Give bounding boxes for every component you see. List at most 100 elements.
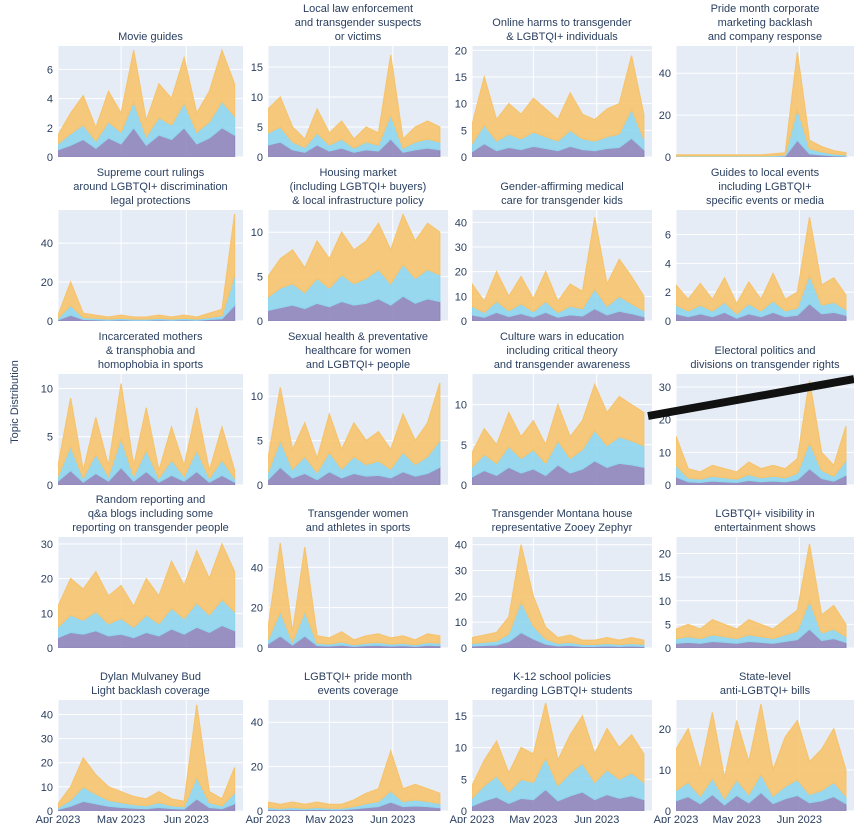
panel: 0 5 10 Incarcerated mothers & transphobia an…: [41, 331, 243, 492]
panel-title: Local law enforcement: [303, 3, 413, 15]
y-tick-label: 10: [251, 391, 263, 403]
areas: [58, 213, 236, 321]
panel: 0 20 40 Supreme court rulings around LGBTQI+…: [41, 167, 243, 328]
panel-title: K-12 school policies: [513, 671, 611, 683]
y-tick-label: 5: [461, 125, 467, 137]
areas: [676, 543, 847, 648]
area: [268, 382, 441, 474]
y-tick-label: 10: [455, 291, 467, 303]
panel: 0 2 4 6 Movie guides: [47, 31, 243, 164]
panel: 0 2 4 6 Guides to local events including LGBT…: [665, 167, 854, 328]
y-tick-label: 15: [455, 711, 467, 723]
area: [58, 542, 236, 629]
panel-title: events coverage: [318, 685, 399, 697]
y-tick-label: 0: [257, 152, 263, 164]
y-tick-label: 0: [461, 480, 467, 492]
area: [58, 704, 236, 809]
x-tick-label: May 2023: [97, 814, 145, 823]
area: [58, 48, 236, 145]
y-tick-label: 0: [257, 643, 263, 655]
panel-title: Electoral politics and: [715, 345, 816, 357]
area: [676, 703, 847, 800]
y-tick-label: 2: [665, 287, 671, 299]
y-tick-label: 10: [659, 596, 671, 608]
y-tick-label: 20: [41, 758, 53, 770]
panel: 0 10 20 Apr 2023 May 2023 Jun 2023 State-level…: [654, 671, 854, 823]
area: [58, 383, 236, 481]
areas: [58, 542, 236, 648]
y-tick-label: 30: [41, 734, 53, 746]
panel: 0 20 40 Apr 2023 May 2023 Jun 2023 LGBTQI+ pri…: [246, 671, 448, 823]
y-tick-label: 30: [455, 242, 467, 254]
panel-title: (including LGBTQI+ buyers): [290, 181, 427, 193]
panel: 0 5 10 15 20 LGBTQI+ visibility in entertainme…: [659, 508, 854, 655]
plot-background: [676, 46, 854, 157]
area: [268, 749, 441, 809]
y-tick-label: 20: [251, 603, 263, 615]
panel-title: & transphobia and: [106, 345, 195, 357]
panel-title: including critical theory: [506, 345, 618, 357]
panel: 0 5 10 15 20 Online harms to transgender & LGB…: [455, 17, 652, 164]
y-tick-label: 4: [665, 258, 671, 270]
y-tick-label: 0: [461, 806, 467, 818]
panel-title: & LGBTQI+ individuals: [506, 31, 618, 43]
panel-title: around LGBTQI+ discrimination: [73, 181, 227, 193]
panel: 0 20 40 Transgender women and athletes in sp…: [251, 508, 448, 655]
areas: [58, 383, 236, 485]
panel-title: Transgender women: [308, 508, 408, 520]
panel-title: & local infrastructure policy: [292, 195, 424, 207]
y-tick-label: 20: [251, 762, 263, 774]
y-tick-label: 0: [47, 643, 53, 655]
panel-title: anti-LGBTQI+ bills: [720, 685, 811, 697]
y-tick-label: 0: [257, 316, 263, 328]
y-tick-label: 10: [41, 608, 53, 620]
plot-background: [58, 210, 243, 321]
area: [472, 703, 645, 800]
y-tick-label: 10: [41, 782, 53, 794]
y-tick-label: 0: [665, 152, 671, 164]
panel-title: divisions on transgender rights: [690, 359, 840, 371]
y-tick-label: 5: [257, 436, 263, 448]
panel-title: regarding LGBTQI+ students: [492, 685, 633, 697]
y-tick-label: 40: [455, 540, 467, 552]
y-tick-label: 40: [251, 562, 263, 574]
panel-title: and LGBTQI+ people: [306, 359, 410, 371]
y-tick-label: 15: [659, 572, 671, 584]
areas: [268, 382, 441, 485]
y-tick-label: 10: [455, 743, 467, 755]
areas: [472, 544, 645, 648]
y-tick-label: 5: [257, 272, 263, 284]
y-tick-label: 10: [659, 765, 671, 777]
y-tick-label: 10: [251, 227, 263, 239]
panel-title: LGBTQI+ visibility in: [715, 508, 814, 520]
panel: 0 20 40 Pride month corporate marketing back…: [659, 3, 854, 164]
panel: 0 5 10 15 Apr 2023 May 2023 Jun 2023 K-12 schoo…: [450, 671, 652, 823]
y-tick-label: 0: [47, 152, 53, 164]
x-tick-label: Apr 2023: [450, 814, 495, 823]
x-tick-label: May 2023: [509, 814, 557, 823]
y-tick-label: 30: [455, 566, 467, 578]
y-tick-label: 0: [47, 480, 53, 492]
x-tick-label: Apr 2023: [654, 814, 699, 823]
x-tick-label: Apr 2023: [36, 814, 81, 823]
areas: [676, 380, 847, 485]
x-tick-label: Jun 2023: [574, 814, 619, 823]
panel: 0 10 20 30 40 Transgender Montana house repres…: [455, 508, 652, 655]
area: [58, 213, 236, 320]
areas: [472, 55, 645, 157]
panel-title: Dylan Mulvaney Bud: [100, 671, 201, 683]
areas: [472, 382, 645, 485]
y-tick-label: 20: [41, 277, 53, 289]
panel-title: LGBTQI+ pride month: [304, 671, 412, 683]
y-tick-label: 20: [455, 45, 467, 57]
y-tick-label: 40: [41, 238, 53, 250]
x-tick-label: Jun 2023: [777, 814, 822, 823]
panel-title: Gender-affirming medical: [500, 181, 623, 193]
y-tick-label: 6: [47, 64, 53, 76]
y-tick-label: 5: [665, 619, 671, 631]
panel-title: including LGBTQI+: [718, 181, 811, 193]
y-tick-label: 0: [665, 316, 671, 328]
y-tick-label: 10: [455, 99, 467, 111]
x-tick-label: Jun 2023: [370, 814, 415, 823]
y-tick-label: 0: [257, 480, 263, 492]
